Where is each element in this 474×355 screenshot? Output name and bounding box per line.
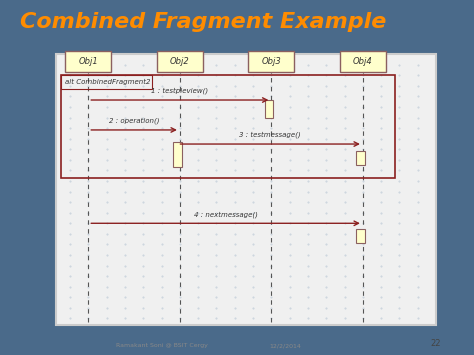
Text: Obj1: Obj1 xyxy=(78,57,98,66)
Text: 22: 22 xyxy=(431,339,441,348)
Bar xyxy=(61,75,152,89)
Bar xyxy=(56,54,436,326)
Bar xyxy=(356,151,365,165)
Bar xyxy=(356,229,365,243)
Text: Ramakant Soni @ BSIT Cergy: Ramakant Soni @ BSIT Cergy xyxy=(116,343,208,348)
Text: 3 : testmessage(): 3 : testmessage() xyxy=(239,132,301,138)
Text: 2 : operation(): 2 : operation() xyxy=(109,118,159,124)
Text: 4 : nextmessage(): 4 : nextmessage() xyxy=(193,211,257,218)
Bar xyxy=(173,142,182,167)
Text: Combined Fragment Example: Combined Fragment Example xyxy=(20,12,386,32)
Text: 1 : testpleview(): 1 : testpleview() xyxy=(151,88,209,94)
Bar xyxy=(61,75,395,178)
Text: 12/2/2014: 12/2/2014 xyxy=(269,343,301,348)
Bar xyxy=(340,51,386,72)
Bar xyxy=(157,51,203,72)
Bar xyxy=(65,51,111,72)
Text: Obj4: Obj4 xyxy=(353,57,373,66)
Bar xyxy=(248,51,294,72)
Bar xyxy=(265,100,273,118)
Text: Obj2: Obj2 xyxy=(170,57,190,66)
Text: Obj3: Obj3 xyxy=(262,57,281,66)
Text: alt CombinedFragment2: alt CombinedFragment2 xyxy=(65,80,151,86)
